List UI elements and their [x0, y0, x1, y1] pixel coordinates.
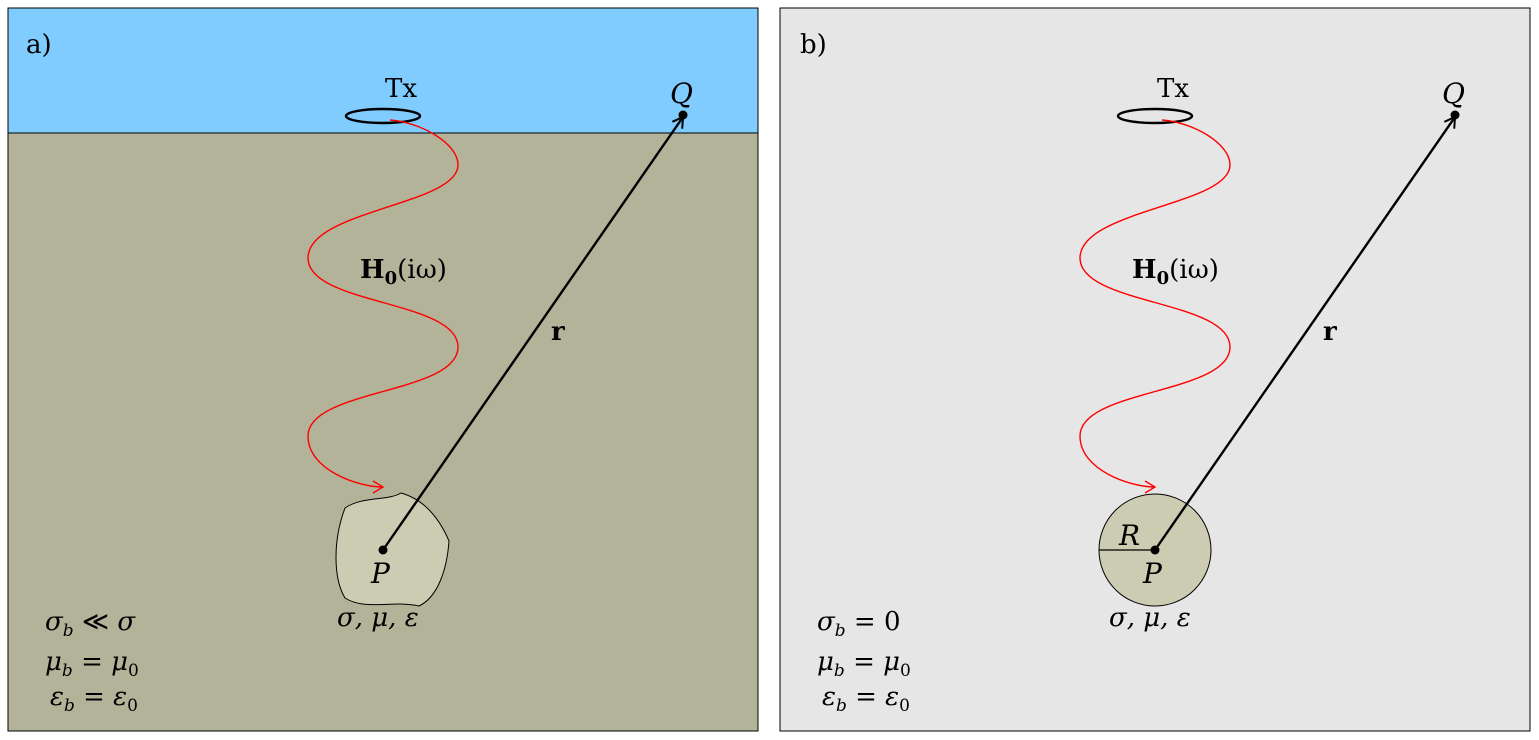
- conductive-body: [335, 492, 450, 607]
- condition-row: εb = ε0: [50, 682, 138, 716]
- point-p-dot: [1150, 545, 1160, 555]
- radius-label: R: [1118, 519, 1140, 552]
- condition-row: εb = ε0: [822, 682, 910, 716]
- panel-a-frame: [7, 7, 759, 732]
- panel-b-tag: b): [800, 30, 827, 60]
- panel-b-frame: [779, 7, 1531, 732]
- condition-row: σb = 0: [817, 607, 901, 641]
- point-q-dot: [678, 110, 688, 120]
- condition-list: σb = 0 μb = μ0 εb = ε0: [817, 607, 911, 716]
- air-layer: [8, 8, 758, 133]
- primary-field-wave: [307, 119, 459, 494]
- transmitter-label: Tx: [385, 74, 417, 104]
- vector-r-line: [382, 115, 685, 551]
- point-q-label: Q: [1442, 77, 1465, 110]
- vector-r-label: r: [1323, 317, 1337, 347]
- condition-list: σb ≪ σ μb = μ0 εb = ε0: [45, 607, 139, 716]
- field-sub: 0: [1157, 268, 1170, 289]
- point-q-dot: [1450, 110, 1460, 120]
- field-sub: 0: [385, 268, 398, 289]
- point-p-label: P: [370, 557, 391, 590]
- panel-a-tag: a): [26, 30, 52, 60]
- field-arg: (iω): [1169, 255, 1219, 285]
- body-properties: σ, μ, ε: [1109, 603, 1191, 633]
- transmitter-label: Tx: [1157, 74, 1189, 104]
- vector-r-label: r: [551, 317, 565, 347]
- body-properties: σ, μ, ε: [337, 603, 419, 633]
- vector-r-line: [1154, 115, 1457, 551]
- panel-a: a) Tx Q P r H0(iω) σ, μ, ε σb ≪ σ μb = μ…: [7, 7, 759, 732]
- field-main: H: [1132, 255, 1157, 285]
- field-label: H0(iω): [360, 255, 447, 289]
- point-q-label: Q: [670, 77, 693, 110]
- field-label: H0(iω): [1132, 255, 1219, 289]
- transmitter-loop: [344, 107, 422, 125]
- field-arg: (iω): [397, 255, 447, 285]
- panel-b: b) Tx R Q P r H0(iω) σ, μ, ε σb = 0 μb =…: [779, 7, 1531, 732]
- ground-layer: [8, 133, 758, 731]
- primary-field-wave: [1079, 119, 1231, 494]
- field-main: H: [360, 255, 385, 285]
- point-p-dot: [378, 545, 388, 555]
- condition-row: σb ≪ σ: [45, 607, 136, 641]
- condition-row: μb = μ0: [817, 647, 911, 681]
- condition-row: μb = μ0: [45, 647, 139, 681]
- transmitter-loop: [1116, 107, 1194, 125]
- point-p-label: P: [1142, 557, 1163, 590]
